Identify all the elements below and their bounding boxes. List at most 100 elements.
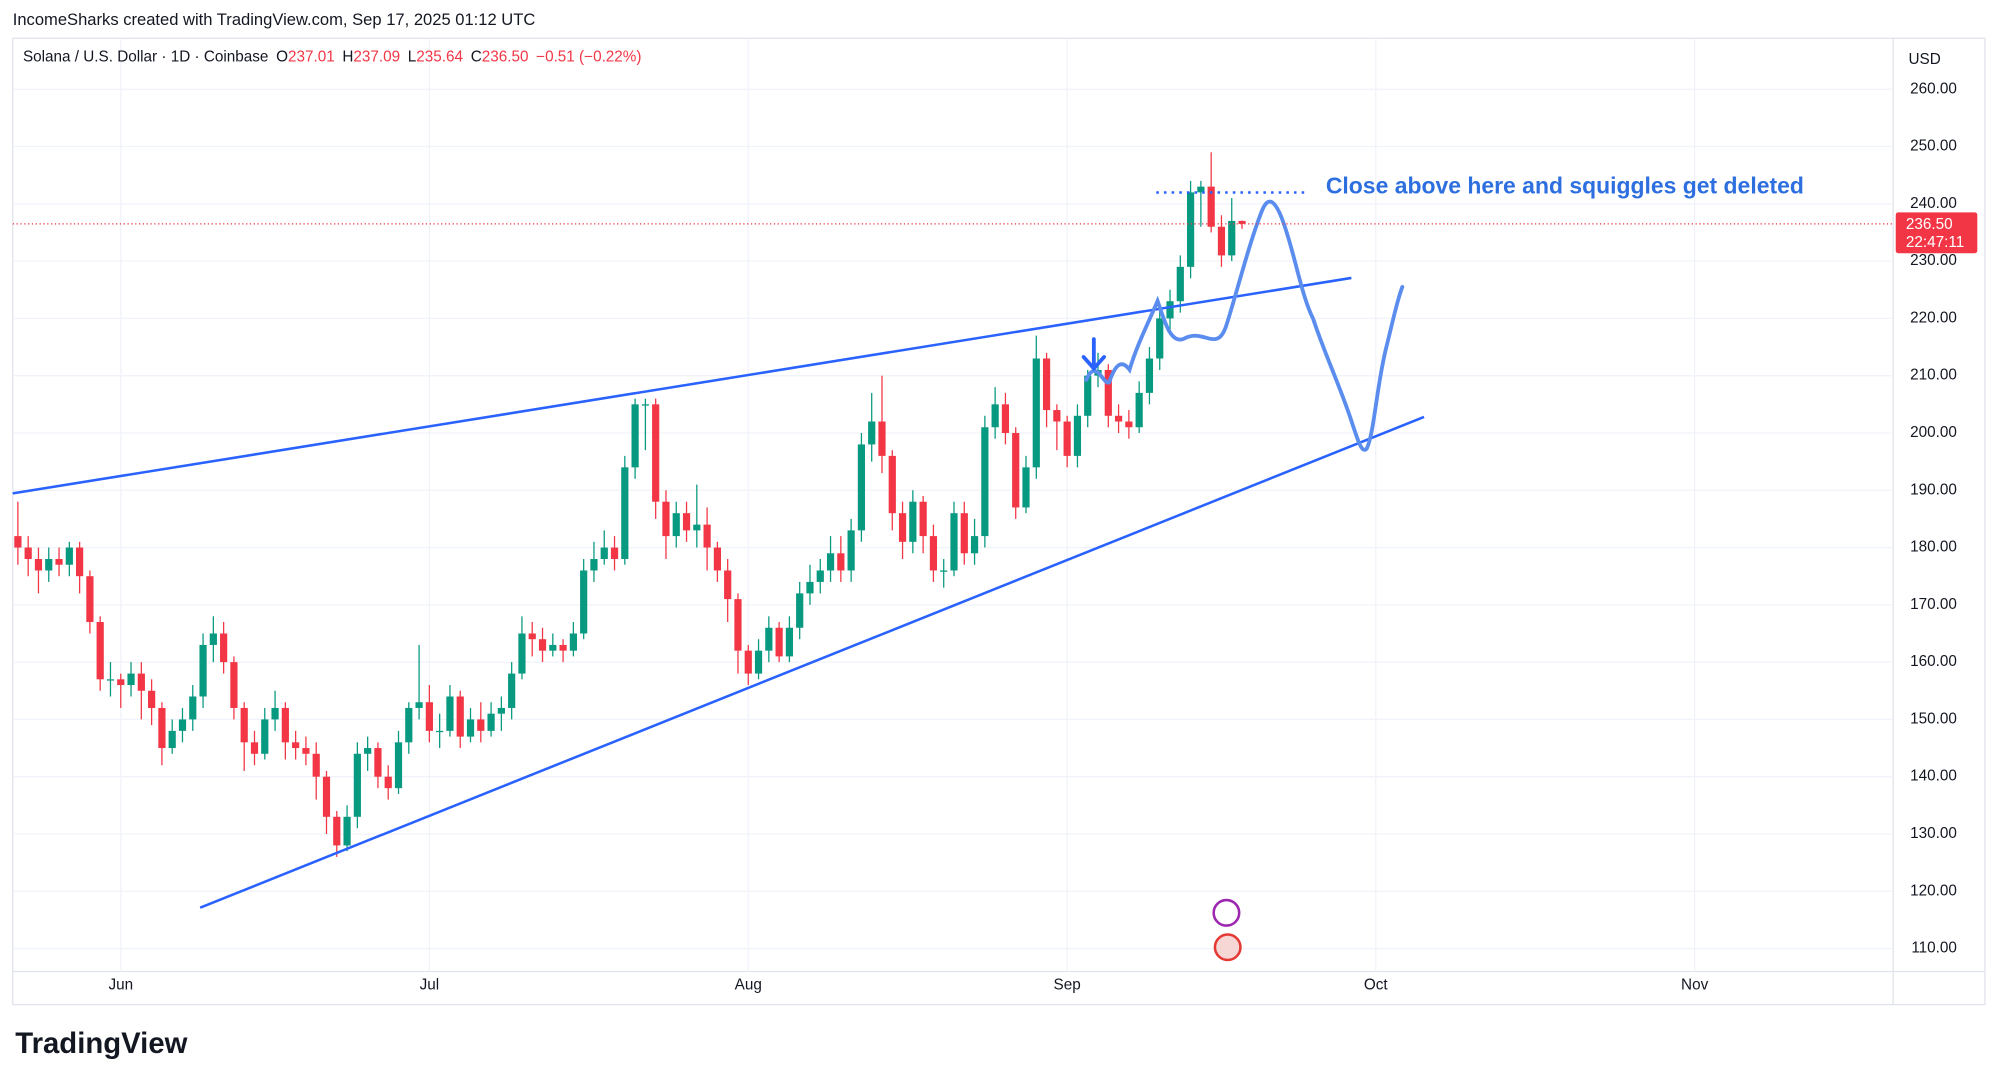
candle-body xyxy=(1032,358,1040,468)
candle-body xyxy=(302,748,310,754)
candle-body xyxy=(610,547,619,560)
candle-body xyxy=(775,627,783,657)
event-icon[interactable] xyxy=(1213,933,1242,962)
candle-body xyxy=(1238,220,1246,224)
y-tick-label: 170.00 xyxy=(1910,596,1957,613)
price-tag-value: 236.50 xyxy=(1906,216,1953,233)
candle-body xyxy=(940,570,948,572)
candle-body xyxy=(703,524,711,548)
candle-body xyxy=(24,547,32,560)
candle-body xyxy=(374,748,382,777)
squiggle xyxy=(1084,199,1405,452)
x-tick-label: Oct xyxy=(1364,977,1389,994)
candle-body xyxy=(487,713,495,731)
candle-body xyxy=(240,707,248,743)
candle-body xyxy=(250,742,259,754)
candle-body xyxy=(1053,410,1061,422)
candle-body xyxy=(436,730,444,733)
candle-body xyxy=(312,753,320,777)
candle-body xyxy=(960,513,968,554)
candle-body xyxy=(168,730,176,749)
ohlc-label: C xyxy=(471,48,482,65)
candle-body xyxy=(353,753,361,817)
ohlc-label: L xyxy=(408,48,416,65)
y-tick-label: 190.00 xyxy=(1910,481,1957,498)
candle-body xyxy=(641,404,649,406)
symbol-header: Solana / U.S. Dollar · 1D · Coinbase O237… xyxy=(23,48,642,65)
candle-body xyxy=(497,707,505,714)
candle-body xyxy=(600,547,608,560)
candle-body xyxy=(86,576,94,623)
candle-body xyxy=(148,690,156,708)
candle-body xyxy=(847,530,855,571)
candle-body xyxy=(652,404,660,502)
candle-body xyxy=(405,707,413,743)
candle-body xyxy=(466,719,475,737)
candle-body xyxy=(127,673,135,686)
candle-body xyxy=(580,570,588,634)
candle-body xyxy=(569,633,577,651)
ohlc-value: 237.09 xyxy=(353,48,400,65)
candle-body xyxy=(456,696,464,737)
candle-body xyxy=(878,421,886,456)
event-icon[interactable] xyxy=(1212,898,1241,927)
drawings: Close above here and squiggles get delet… xyxy=(12,172,1804,962)
candle-body xyxy=(415,702,423,708)
candle-body xyxy=(857,444,866,531)
candle-body xyxy=(796,593,804,628)
candle-body xyxy=(806,581,814,594)
candle-body xyxy=(1176,266,1184,302)
candle-body xyxy=(1166,301,1174,319)
candle-body xyxy=(117,679,125,686)
candle-body xyxy=(837,553,845,571)
candle-body xyxy=(158,707,166,749)
candle-body xyxy=(693,524,701,531)
candle-body xyxy=(919,501,927,537)
candle-body xyxy=(621,467,629,560)
candle-body xyxy=(631,404,639,468)
candle-body xyxy=(1135,392,1143,428)
candle-body xyxy=(178,719,187,731)
candle-body xyxy=(538,639,547,651)
ohlc-label: H xyxy=(342,48,353,65)
x-tick-label: Sep xyxy=(1054,977,1081,994)
candle-body xyxy=(929,536,938,571)
y-tick-label: 200.00 xyxy=(1910,424,1957,441)
candle-body xyxy=(682,513,691,531)
candle-body xyxy=(477,719,485,731)
candle-body xyxy=(744,650,752,674)
candle-body xyxy=(868,421,876,445)
upper-trendline xyxy=(12,276,1352,495)
price-tag-countdown: 22:47:11 xyxy=(1906,234,1964,251)
y-tick-label: 140.00 xyxy=(1910,768,1957,785)
candle-body xyxy=(55,559,63,565)
grid xyxy=(12,38,1894,972)
candle-body xyxy=(888,455,896,514)
ohlc-label: O xyxy=(276,48,288,65)
candle-body xyxy=(662,501,670,537)
candle-body xyxy=(724,570,732,600)
candle-body xyxy=(672,513,680,537)
candle-body xyxy=(1114,415,1123,422)
candle-body xyxy=(446,696,454,731)
candle-body xyxy=(909,501,917,542)
candle-body xyxy=(45,559,53,571)
candle-body xyxy=(322,776,331,817)
y-tick-label: 220.00 xyxy=(1910,309,1957,326)
candle-body xyxy=(137,673,145,691)
y-tick-label: 130.00 xyxy=(1910,825,1957,842)
candle-body xyxy=(981,427,989,537)
candle-body xyxy=(1145,358,1154,393)
candle-body xyxy=(343,816,351,846)
candle-body xyxy=(199,644,207,697)
price-tag xyxy=(1895,212,1978,254)
y-tick-label: 120.00 xyxy=(1910,882,1957,899)
candle-body xyxy=(734,599,742,651)
candle-body xyxy=(1217,226,1226,256)
candle-body xyxy=(364,748,372,754)
candle-body xyxy=(1156,318,1164,359)
candle-body xyxy=(826,553,835,571)
candle-body xyxy=(1207,186,1215,227)
